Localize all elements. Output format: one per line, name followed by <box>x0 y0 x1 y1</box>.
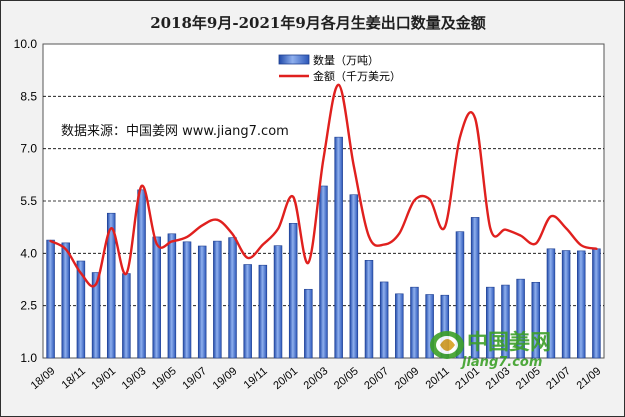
chart-title: 2018年9月-2021年9月各月生姜出口数量及金额 <box>150 14 486 32</box>
x-tick-label: 20/09 <box>393 365 422 392</box>
x-tick-label: 19/05 <box>150 365 179 392</box>
x-tick-label: 19/09 <box>211 365 240 392</box>
quantity-bar <box>349 194 359 359</box>
quantity-bar <box>516 278 525 359</box>
x-tick-label: 20/03 <box>302 365 331 392</box>
x-tick-label: 21/09 <box>575 365 604 392</box>
y-tick-label: 5.5 <box>20 194 37 208</box>
quantity-bar <box>258 264 268 359</box>
x-tick-label: 18/11 <box>60 365 88 391</box>
quantity-bar <box>76 260 86 359</box>
y-axis-ticks: 1.0 2.5 4.0 5.5 7.0 8.5 10.0 <box>14 37 38 365</box>
quantity-bar <box>243 264 252 359</box>
quantity-bar <box>410 286 419 359</box>
quantity-bar <box>364 260 374 359</box>
legend-amount-label: 金额（千万美元） <box>313 69 401 83</box>
legend: 数量（万吨） 金额（千万美元） <box>278 54 401 83</box>
x-tick-label: 20/05 <box>332 365 361 392</box>
quantity-bar <box>486 286 495 359</box>
x-tick-label: 18/09 <box>29 365 58 392</box>
quantity-bar <box>122 273 131 359</box>
y-tick-label: 1.0 <box>20 351 37 365</box>
source-note: 数据来源：中国姜网 www.jiang7.com <box>61 124 289 139</box>
quantity-bar <box>379 281 389 359</box>
x-tick-label: 19/11 <box>242 365 270 391</box>
amount-line-series <box>49 83 598 288</box>
quantity-bar <box>273 245 283 359</box>
quantity-bar <box>61 242 70 359</box>
quantity-bar <box>395 293 404 359</box>
quantity-bar <box>288 223 298 359</box>
quantity-bar <box>91 272 101 359</box>
legend-qty-label: 数量（万吨） <box>313 54 379 67</box>
quantity-bar <box>546 248 556 359</box>
quantity-bar <box>319 185 328 359</box>
quantity-bar <box>213 240 222 359</box>
quantity-bar <box>561 250 571 359</box>
x-tick-label: 19/01 <box>89 365 118 392</box>
quantity-bar <box>106 212 116 359</box>
y-tick-label: 8.5 <box>20 89 37 103</box>
x-tick-label: 20/11 <box>424 365 452 391</box>
x-tick-label: 20/07 <box>362 365 391 392</box>
quantity-bar <box>197 245 207 359</box>
quantity-bar <box>577 250 586 359</box>
y-tick-label: 4.0 <box>20 246 37 260</box>
y-tick-label: 7.0 <box>20 142 37 156</box>
watermark-brand: 中国姜网 <box>467 330 551 354</box>
x-tick-label: 19/07 <box>180 365 209 392</box>
legend-qty-swatch <box>278 54 310 65</box>
y-tick-label: 2.5 <box>20 299 37 313</box>
y-tick-label: 10.0 <box>14 37 38 51</box>
watermark-logo: 中国姜网 jiang7.com <box>430 330 551 370</box>
quantity-bar <box>167 233 177 359</box>
quantity-bar <box>531 281 541 359</box>
quantity-bar <box>455 231 465 359</box>
quantity-bar <box>182 241 192 359</box>
quantity-bar <box>228 237 237 359</box>
quantity-bar <box>152 236 161 359</box>
quantity-bar <box>137 189 146 359</box>
quantity-bar <box>425 294 434 359</box>
quantity-bar <box>592 248 601 359</box>
quantity-bar <box>470 217 480 359</box>
quantity-bar <box>334 136 343 359</box>
ginger-logo-icon <box>430 331 464 359</box>
quantity-bar <box>46 239 55 359</box>
x-tick-label: 21/07 <box>544 365 573 392</box>
x-tick-label: 19/03 <box>120 365 149 392</box>
quantity-bars <box>46 136 601 359</box>
x-tick-label: 20/01 <box>271 365 300 392</box>
watermark-url: jiang7.com <box>460 355 542 370</box>
amount-line <box>49 83 598 288</box>
quantity-bar <box>501 284 510 359</box>
quantity-bar <box>304 288 313 359</box>
